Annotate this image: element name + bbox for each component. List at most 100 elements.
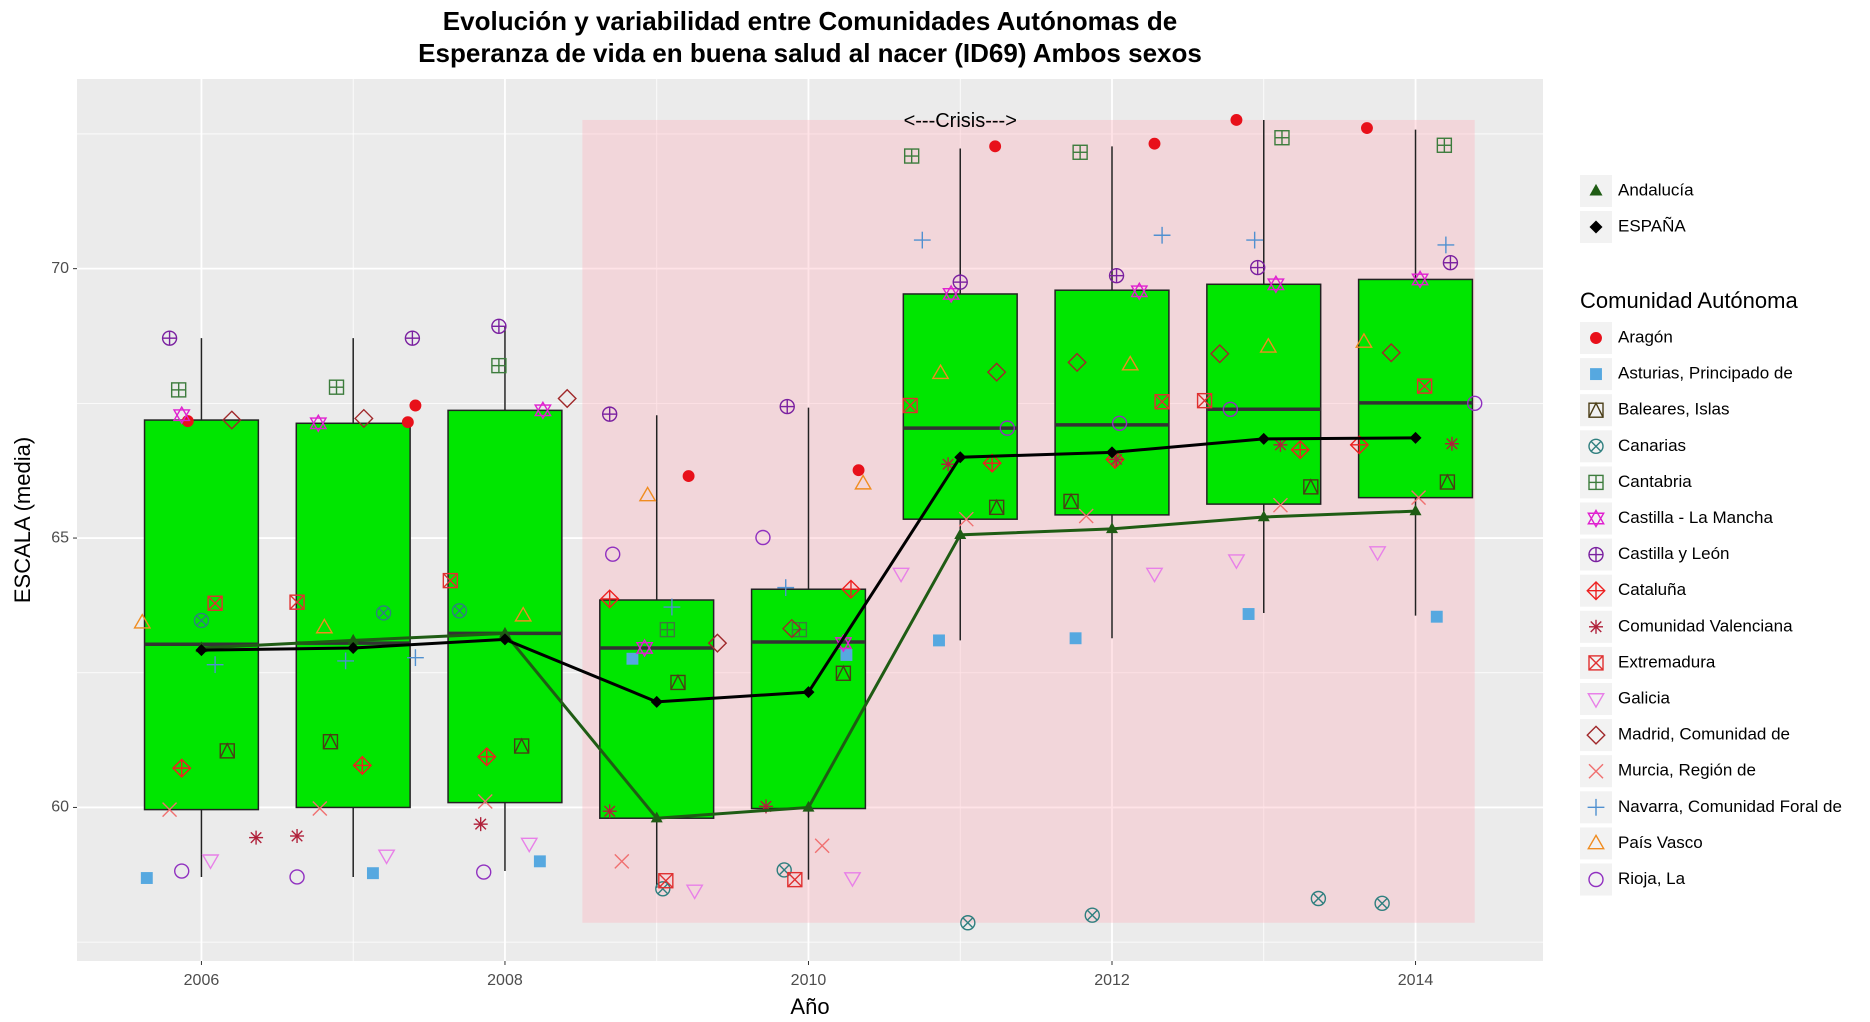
data-point [1145,567,1164,584]
data-point [626,652,639,665]
legend-label: Castilla y León [1618,544,1730,563]
data-point [1442,255,1459,271]
data-point [835,664,852,681]
legend-item: ESPAÑA [1580,211,1686,243]
legend-label: Castilla - La Mancha [1618,508,1774,527]
data-point [1374,895,1390,912]
marker-part [1069,632,1082,645]
data-point [1130,281,1149,301]
data-point [133,613,152,629]
marker-part [312,801,328,817]
data-point [658,873,674,889]
data-point [491,357,507,374]
data-point [140,872,153,884]
data-point [852,464,865,477]
line-marker [347,633,360,645]
data-point [682,470,695,483]
data-point [533,400,552,420]
data-point [1381,342,1401,363]
data-point [249,830,264,845]
data-point [1242,608,1255,620]
marker-part [942,284,961,300]
marker-part [1121,355,1140,371]
chart-title: Evolución y variabilidad entre Comunidad… [443,6,1177,36]
legend-item: Cataluña [1580,574,1687,607]
marker-part [1078,508,1094,524]
marker-part [782,618,802,639]
marker-part [1381,342,1401,363]
data-point [1436,137,1453,153]
legend-label: ESPAÑA [1618,216,1686,235]
line-marker [498,626,511,638]
data-point [442,572,459,589]
marker-part [614,853,630,869]
legend-label: Navarra, Comunidad Foral de [1618,797,1842,816]
marker-part [289,594,305,610]
line-marker [1257,432,1270,445]
x-tick-label: 2010 [791,972,827,989]
marker-part [603,805,616,817]
marker-part [195,644,208,657]
data-point [685,884,704,900]
x-tick-label: 2008 [487,972,523,989]
marker-part [409,399,422,412]
marker-part [140,872,153,884]
marker-part [347,633,360,645]
data-point [782,618,802,639]
marker-part [1411,269,1429,286]
marker-part [655,881,671,897]
legend-item: Castilla - La Mancha [1580,502,1774,535]
marker-part [476,864,492,880]
marker-part [354,408,374,429]
data-point [635,638,654,658]
legend-label: Galicia [1618,688,1671,707]
marker-part [1374,895,1390,912]
marker-part [207,595,223,611]
chart-title: Esperanza de vida en buena salud al nace… [418,38,1202,68]
marker-part [778,864,790,876]
marker-part [840,649,853,661]
crisis-label: <---Crisis---> [904,110,1017,132]
box [902,293,1018,520]
marker-part [557,388,577,409]
marker-part [1313,893,1324,904]
data-point [843,872,862,888]
data-point [779,398,795,415]
data-point [375,605,392,621]
marker-part [986,362,1007,382]
data-point [477,747,497,767]
line-marker [1409,431,1422,444]
data-point [1355,332,1373,348]
data-point [1078,508,1094,524]
line-marker [347,641,360,654]
legend-item: País Vasco [1580,827,1703,860]
marker-part [347,641,360,654]
marker-part [1587,693,1605,709]
data-point [933,634,945,647]
marker-part [650,811,663,823]
marker-part [1589,220,1603,234]
marker-part [289,594,305,610]
data-point [352,755,373,776]
marker-part [1257,510,1270,522]
marker-part [1111,415,1128,431]
marker-part [1222,401,1239,417]
data-point [514,606,533,622]
marker-part [954,528,967,540]
box [295,422,411,809]
marker-part [755,529,771,546]
marker-part [989,140,1002,153]
marker-part [962,917,974,929]
data-point [401,416,414,429]
data-point [841,579,861,599]
data-point [409,399,422,412]
data-point [614,853,630,869]
marker-part [133,613,152,629]
marker-part [892,567,910,584]
marker-part [1368,546,1387,562]
marker-part [1274,439,1287,451]
marker-part [1067,352,1087,373]
data-point [903,148,920,164]
legend-label: Madrid, Comunidad de [1618,725,1790,744]
legend-item: Navarra, Comunidad Foral de [1580,791,1842,824]
